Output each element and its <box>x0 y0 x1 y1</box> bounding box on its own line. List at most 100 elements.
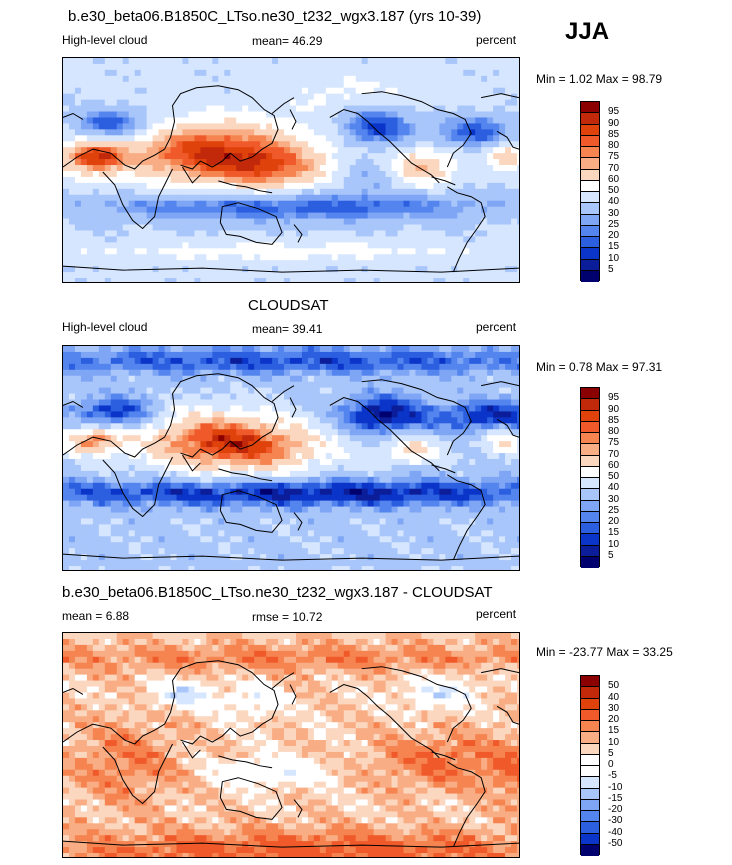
field-cell <box>182 200 189 208</box>
field-cell <box>517 464 519 472</box>
field-cell <box>116 135 124 142</box>
field-cell <box>176 135 183 142</box>
field-cell <box>433 224 440 231</box>
field-cell <box>92 387 100 395</box>
field-cell <box>284 87 291 95</box>
field-cell <box>445 176 452 184</box>
field-cell <box>92 141 100 148</box>
field-cell <box>355 81 363 89</box>
field-cell <box>104 423 112 430</box>
field-cell <box>319 482 327 490</box>
field-cell <box>188 135 195 142</box>
field-cell <box>188 81 195 89</box>
field-cell <box>451 69 458 77</box>
field-cell <box>427 135 434 142</box>
field-cell <box>74 346 82 353</box>
field-cell <box>361 470 369 478</box>
field-cell <box>463 417 470 424</box>
field-cell <box>194 129 201 136</box>
coastline <box>63 112 84 120</box>
field-cell <box>98 135 106 142</box>
field-cell <box>152 81 160 89</box>
field-cell <box>391 236 399 243</box>
field-cell <box>355 272 363 279</box>
field-cell <box>301 429 309 436</box>
field-cell <box>176 242 183 249</box>
field-cell <box>266 417 273 424</box>
field-cell <box>176 153 183 160</box>
field-cell <box>433 405 440 412</box>
field-cell <box>421 357 428 365</box>
field-cell <box>206 212 213 220</box>
field-cell <box>403 206 410 214</box>
field-cell <box>331 58 339 65</box>
field-cell <box>122 363 130 371</box>
field-cell <box>511 346 518 353</box>
field-cell <box>463 87 470 95</box>
field-cell <box>86 351 94 359</box>
field-cell <box>325 346 333 353</box>
field-cell <box>313 58 321 65</box>
field-cell <box>445 75 452 83</box>
field-cell <box>517 441 519 448</box>
field-cell <box>433 188 440 196</box>
field-cell <box>278 470 285 478</box>
field-cell <box>403 135 410 142</box>
field-cell <box>295 75 303 83</box>
field-cell <box>272 363 279 371</box>
field-cell <box>92 147 100 154</box>
field-cell <box>200 248 207 255</box>
field-cell <box>397 381 405 389</box>
field-cell <box>421 278 428 282</box>
field-cell <box>505 93 512 101</box>
field-cell <box>439 129 446 136</box>
field-cell <box>182 369 189 377</box>
field-cell <box>206 254 213 261</box>
field-cell <box>349 147 357 154</box>
field-cell <box>373 423 381 430</box>
field-cell <box>92 494 100 502</box>
field-cell <box>481 272 488 279</box>
field-cell <box>391 212 399 220</box>
field-cell <box>325 111 333 118</box>
field-cell <box>260 129 267 136</box>
field-cell <box>63 482 70 490</box>
field-cell <box>176 69 183 77</box>
field-cell <box>92 218 100 226</box>
field-cell <box>212 363 219 371</box>
field-cell <box>373 200 381 208</box>
field-cell <box>260 58 267 65</box>
colorbar-swatch <box>581 147 599 159</box>
field-cell <box>433 242 440 249</box>
field-cell <box>487 117 494 124</box>
field-cell <box>284 381 291 389</box>
field-cell <box>272 381 279 389</box>
field-cell <box>343 224 351 231</box>
field-cell <box>307 260 315 267</box>
field-cell <box>242 458 249 466</box>
field-cell <box>68 81 76 89</box>
field-cell <box>337 458 345 466</box>
field-cell <box>379 363 387 371</box>
field-cell <box>63 159 70 166</box>
field-cell <box>242 129 249 136</box>
field-cell <box>290 194 297 202</box>
field-cell <box>176 500 183 508</box>
field-cell <box>128 476 136 484</box>
field-cell <box>80 266 88 273</box>
field-cell <box>367 470 375 478</box>
field-cell <box>337 470 345 478</box>
field-cell <box>439 363 446 371</box>
field-cell <box>284 266 291 273</box>
field-cell <box>98 369 106 377</box>
field-cell <box>152 159 160 166</box>
field-cell <box>134 153 142 160</box>
field-cell <box>224 93 231 101</box>
field-cell <box>63 441 70 448</box>
field-cell <box>421 260 428 267</box>
field-cell <box>68 278 76 282</box>
field-cell <box>122 429 130 436</box>
field-cell <box>92 242 100 249</box>
field-cell <box>463 375 470 383</box>
field-cell <box>463 399 470 406</box>
